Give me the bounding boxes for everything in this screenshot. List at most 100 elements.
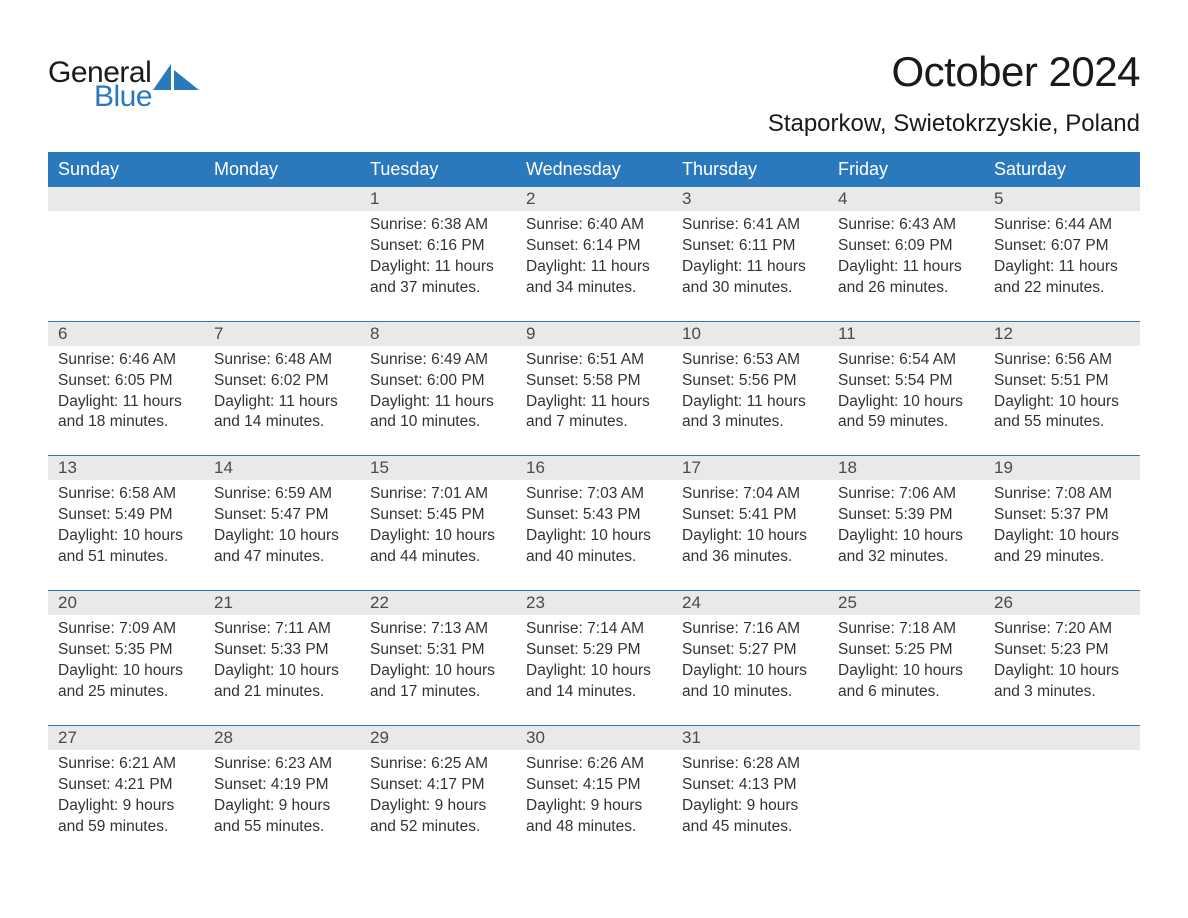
calendar-day-cell: 6Sunrise: 6:46 AMSunset: 6:05 PMDaylight… [48, 321, 204, 456]
sunset-line: Sunset: 6:07 PM [994, 236, 1130, 257]
daylight-line-2: and 3 minutes. [994, 682, 1130, 703]
calendar-day-cell: 22Sunrise: 7:13 AMSunset: 5:31 PMDayligh… [360, 591, 516, 726]
calendar-day-cell: 26Sunrise: 7:20 AMSunset: 5:23 PMDayligh… [984, 591, 1140, 726]
sunrise-line: Sunrise: 7:01 AM [370, 484, 506, 505]
calendar-table: SundayMondayTuesdayWednesdayThursdayFrid… [48, 152, 1140, 859]
weekday-header: Wednesday [516, 152, 672, 187]
day-details: Sunrise: 7:13 AMSunset: 5:31 PMDaylight:… [360, 615, 516, 703]
sunrise-line: Sunrise: 6:56 AM [994, 350, 1130, 371]
day-number: 15 [360, 456, 516, 480]
daylight-line-1: Daylight: 11 hours [370, 392, 506, 413]
location-subtitle: Staporkow, Swietokrzyskie, Poland [768, 110, 1140, 138]
sunset-line: Sunset: 6:14 PM [526, 236, 662, 257]
day-details: Sunrise: 7:09 AMSunset: 5:35 PMDaylight:… [48, 615, 204, 703]
day-details: Sunrise: 7:18 AMSunset: 5:25 PMDaylight:… [828, 615, 984, 703]
sunrise-line: Sunrise: 6:26 AM [526, 754, 662, 775]
daylight-line-1: Daylight: 10 hours [838, 661, 974, 682]
sunrise-line: Sunrise: 6:40 AM [526, 215, 662, 236]
day-details: Sunrise: 6:26 AMSunset: 4:15 PMDaylight:… [516, 750, 672, 838]
sunrise-line: Sunrise: 6:54 AM [838, 350, 974, 371]
sunrise-line: Sunrise: 7:13 AM [370, 619, 506, 640]
sunset-line: Sunset: 4:13 PM [682, 775, 818, 796]
daylight-line-1: Daylight: 10 hours [370, 661, 506, 682]
day-number: 10 [672, 322, 828, 346]
calendar-day-cell: 12Sunrise: 6:56 AMSunset: 5:51 PMDayligh… [984, 321, 1140, 456]
daylight-line-2: and 6 minutes. [838, 682, 974, 703]
title-block: October 2024 Staporkow, Swietokrzyskie, … [768, 48, 1140, 138]
daylight-line-1: Daylight: 11 hours [58, 392, 194, 413]
sunset-line: Sunset: 5:33 PM [214, 640, 350, 661]
daylight-line-2: and 32 minutes. [838, 547, 974, 568]
daylight-line-1: Daylight: 11 hours [682, 257, 818, 278]
calendar-week-row: 13Sunrise: 6:58 AMSunset: 5:49 PMDayligh… [48, 456, 1140, 591]
day-number: 24 [672, 591, 828, 615]
daylight-line-2: and 10 minutes. [370, 412, 506, 433]
weekday-header: Friday [828, 152, 984, 187]
day-details: Sunrise: 6:40 AMSunset: 6:14 PMDaylight:… [516, 211, 672, 299]
sunset-line: Sunset: 6:11 PM [682, 236, 818, 257]
day-details: Sunrise: 6:56 AMSunset: 5:51 PMDaylight:… [984, 346, 1140, 434]
sunrise-line: Sunrise: 6:28 AM [682, 754, 818, 775]
day-number: 23 [516, 591, 672, 615]
day-details: Sunrise: 7:20 AMSunset: 5:23 PMDaylight:… [984, 615, 1140, 703]
day-number: 30 [516, 726, 672, 750]
sunrise-line: Sunrise: 6:53 AM [682, 350, 818, 371]
daylight-line-1: Daylight: 10 hours [994, 526, 1130, 547]
sunrise-line: Sunrise: 6:58 AM [58, 484, 194, 505]
day-details: Sunrise: 7:08 AMSunset: 5:37 PMDaylight:… [984, 480, 1140, 568]
logo-text-blue: Blue [94, 80, 152, 114]
day-details: Sunrise: 7:03 AMSunset: 5:43 PMDaylight:… [516, 480, 672, 568]
day-number [48, 187, 204, 211]
day-details: Sunrise: 6:25 AMSunset: 4:17 PMDaylight:… [360, 750, 516, 838]
daylight-line-1: Daylight: 10 hours [682, 526, 818, 547]
daylight-line-1: Daylight: 10 hours [214, 526, 350, 547]
calendar-day-cell: 31Sunrise: 6:28 AMSunset: 4:13 PMDayligh… [672, 725, 828, 859]
daylight-line-1: Daylight: 11 hours [526, 392, 662, 413]
day-number: 3 [672, 187, 828, 211]
weekday-header: Thursday [672, 152, 828, 187]
sunset-line: Sunset: 6:09 PM [838, 236, 974, 257]
calendar-week-row: 20Sunrise: 7:09 AMSunset: 5:35 PMDayligh… [48, 591, 1140, 726]
daylight-line-2: and 59 minutes. [838, 412, 974, 433]
day-details: Sunrise: 6:48 AMSunset: 6:02 PMDaylight:… [204, 346, 360, 434]
weekday-header: Sunday [48, 152, 204, 187]
daylight-line-1: Daylight: 10 hours [994, 392, 1130, 413]
sunrise-line: Sunrise: 6:44 AM [994, 215, 1130, 236]
day-number [828, 726, 984, 750]
day-details: Sunrise: 7:01 AMSunset: 5:45 PMDaylight:… [360, 480, 516, 568]
day-details: Sunrise: 6:53 AMSunset: 5:56 PMDaylight:… [672, 346, 828, 434]
calendar-empty-cell [984, 725, 1140, 859]
daylight-line-2: and 37 minutes. [370, 278, 506, 299]
daylight-line-2: and 51 minutes. [58, 547, 194, 568]
sunset-line: Sunset: 5:58 PM [526, 371, 662, 392]
daylight-line-2: and 10 minutes. [682, 682, 818, 703]
daylight-line-1: Daylight: 11 hours [526, 257, 662, 278]
sunrise-line: Sunrise: 7:08 AM [994, 484, 1130, 505]
day-number: 16 [516, 456, 672, 480]
calendar-day-cell: 24Sunrise: 7:16 AMSunset: 5:27 PMDayligh… [672, 591, 828, 726]
sunrise-line: Sunrise: 6:48 AM [214, 350, 350, 371]
daylight-line-2: and 44 minutes. [370, 547, 506, 568]
sunset-line: Sunset: 5:56 PM [682, 371, 818, 392]
day-number: 7 [204, 322, 360, 346]
sunset-line: Sunset: 5:25 PM [838, 640, 974, 661]
weekday-header: Tuesday [360, 152, 516, 187]
day-number: 11 [828, 322, 984, 346]
daylight-line-2: and 21 minutes. [214, 682, 350, 703]
day-details: Sunrise: 7:14 AMSunset: 5:29 PMDaylight:… [516, 615, 672, 703]
daylight-line-1: Daylight: 10 hours [526, 526, 662, 547]
weekday-header: Saturday [984, 152, 1140, 187]
calendar-day-cell: 14Sunrise: 6:59 AMSunset: 5:47 PMDayligh… [204, 456, 360, 591]
sunset-line: Sunset: 5:29 PM [526, 640, 662, 661]
day-details: Sunrise: 6:23 AMSunset: 4:19 PMDaylight:… [204, 750, 360, 838]
daylight-line-1: Daylight: 11 hours [214, 392, 350, 413]
sunset-line: Sunset: 5:54 PM [838, 371, 974, 392]
daylight-line-1: Daylight: 10 hours [526, 661, 662, 682]
sunset-line: Sunset: 5:45 PM [370, 505, 506, 526]
daylight-line-1: Daylight: 9 hours [370, 796, 506, 817]
day-details: Sunrise: 6:43 AMSunset: 6:09 PMDaylight:… [828, 211, 984, 299]
day-details: Sunrise: 6:58 AMSunset: 5:49 PMDaylight:… [48, 480, 204, 568]
calendar-body: 1Sunrise: 6:38 AMSunset: 6:16 PMDaylight… [48, 187, 1140, 859]
calendar-day-cell: 19Sunrise: 7:08 AMSunset: 5:37 PMDayligh… [984, 456, 1140, 591]
calendar-day-cell: 28Sunrise: 6:23 AMSunset: 4:19 PMDayligh… [204, 725, 360, 859]
